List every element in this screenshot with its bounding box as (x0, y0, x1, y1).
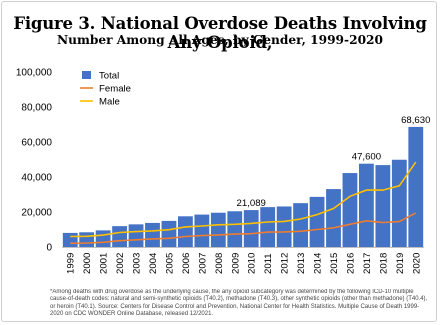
x-tick-label: 2007 (197, 253, 208, 274)
data-label-2010: 21,089 (237, 198, 266, 209)
bar-total-2016 (342, 173, 358, 247)
legend-label-total: Total (99, 71, 119, 82)
data-label-2020: 68,630 (401, 115, 430, 126)
y-tick-label: 40,000 (21, 173, 52, 184)
x-tick-label: 2010 (247, 253, 258, 274)
x-tick-label: 2003 (132, 253, 143, 274)
bar-total-2012 (276, 206, 292, 247)
bar-total-2006 (178, 216, 193, 247)
y-tick-label: 20,000 (21, 208, 52, 219)
bar-total-2005 (161, 220, 177, 247)
bar-total-2017 (359, 163, 374, 247)
bar-total-2008 (210, 212, 226, 247)
bar-total-2009 (227, 211, 243, 247)
bar-total-2020 (408, 126, 424, 247)
x-tick-label: 2016 (345, 253, 356, 274)
x-tick-label: 2014 (313, 252, 324, 274)
y-tick-label: 100,000 (16, 68, 53, 79)
bar-total-2004 (145, 222, 160, 247)
y-tick-label: 80,000 (21, 103, 52, 114)
bar-total-2013 (293, 203, 308, 247)
chart-title: Figure 3. National Overdose Deaths Invol… (13, 14, 427, 52)
x-tick-label: 2001 (99, 253, 110, 274)
line-male (70, 161, 417, 238)
x-tick-label: 2018 (378, 253, 389, 274)
x-tick-label: 1999 (66, 253, 77, 274)
y-tick-label: 0 (46, 243, 52, 254)
data-label-2017: 47,600 (352, 152, 381, 163)
x-tick-label: 2019 (395, 253, 406, 274)
bar-total-2015 (326, 189, 341, 247)
x-tick-label: 2013 (296, 253, 307, 274)
x-tick-label: 2009 (230, 253, 241, 274)
x-tick-label: 2011 (263, 253, 274, 274)
bar-total-2019 (391, 159, 407, 247)
x-tick-label: 2015 (329, 253, 340, 274)
bar-total-2018 (375, 165, 391, 247)
x-tick-label: 2020 (411, 253, 422, 274)
bar-total-2000 (79, 232, 95, 247)
bar-total-2010 (243, 210, 259, 247)
chart-subtitle: Number Among All Ages, by Gender, 1999-2… (56, 33, 384, 47)
x-tick-label: 2006 (181, 253, 192, 274)
chart-footnote: *Among deaths with drug overdose as the … (50, 289, 428, 318)
legend-swatch-total (82, 71, 91, 79)
x-tick-label: 2012 (280, 253, 291, 274)
x-tick-label: 2017 (362, 253, 373, 274)
x-tick-label: 2000 (82, 253, 93, 274)
bar-total-2002 (112, 226, 127, 247)
bar-total-2007 (194, 214, 210, 247)
x-tick-label: 2002 (115, 253, 126, 274)
line-female (70, 212, 417, 245)
x-tick-label: 2004 (148, 252, 159, 274)
overdose-chart: 0 20,000 40,000 60,000 80,000 100,000 1999 2000… (16, 68, 431, 275)
x-tick-label: 2008 (214, 253, 225, 274)
figure-frame (1, 1, 437, 322)
x-tick-label: 2005 (164, 253, 175, 274)
y-tick-label: 60,000 (21, 138, 52, 149)
legend-label-female: Female (99, 84, 131, 95)
legend-label-male: Male (99, 97, 120, 108)
bar-total-2014 (309, 196, 325, 247)
bar-total-2011 (260, 207, 276, 247)
bar-total-2003 (128, 224, 144, 247)
bar-total-2001 (95, 230, 111, 247)
bar-total-1999 (62, 232, 78, 247)
